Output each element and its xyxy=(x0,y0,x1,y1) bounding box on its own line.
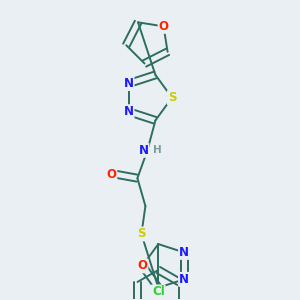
Text: O: O xyxy=(159,20,169,33)
Text: N: N xyxy=(179,273,189,286)
Text: N: N xyxy=(124,105,134,118)
Text: S: S xyxy=(168,91,176,104)
Text: H: H xyxy=(153,145,162,155)
Text: N: N xyxy=(138,144,148,157)
Text: N: N xyxy=(179,246,189,259)
Text: O: O xyxy=(137,260,147,272)
Text: O: O xyxy=(106,168,116,181)
Text: N: N xyxy=(124,77,134,90)
Text: Cl: Cl xyxy=(152,285,165,298)
Text: S: S xyxy=(137,227,146,241)
